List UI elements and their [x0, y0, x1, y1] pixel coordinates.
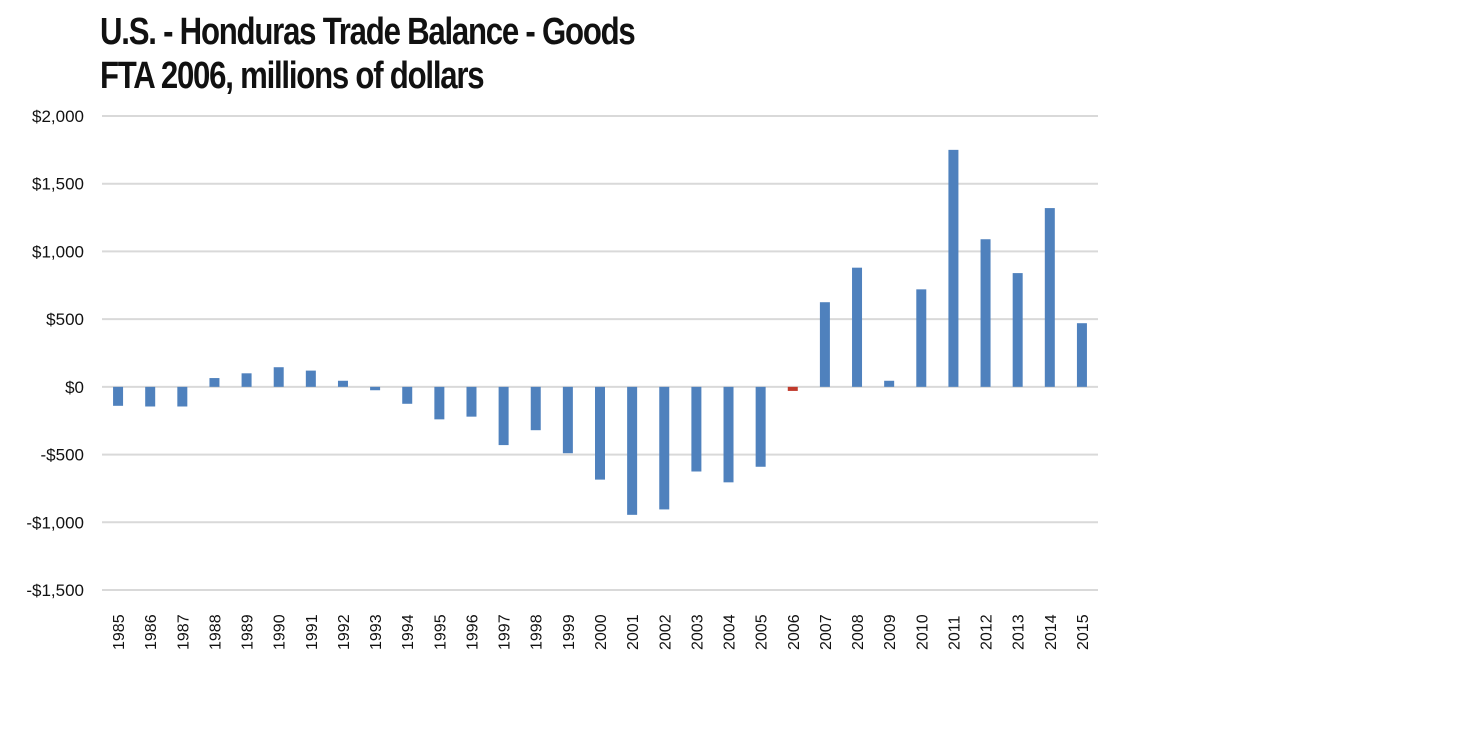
bar-1995 [434, 386, 445, 420]
x-tick-label: 2013 [1011, 614, 1028, 650]
x-tick-label: 1985 [111, 614, 128, 650]
bar-2000 [595, 386, 605, 480]
bar-1985 [113, 386, 124, 406]
y-tick-label: $1,000 [32, 242, 84, 261]
chart-title: U.S. - Honduras Trade Balance - Goods [100, 11, 636, 53]
bar-2008 [852, 267, 863, 387]
bar-1994 [402, 386, 413, 404]
bar-2010 [916, 289, 927, 387]
x-tick-label: 2004 [722, 614, 739, 650]
x-tick-label: 1989 [240, 614, 257, 650]
bar-2015 [1076, 323, 1087, 387]
x-tick-label: 2009 [882, 614, 899, 650]
y-tick-label: $500 [46, 310, 84, 329]
bar-1998 [530, 386, 541, 431]
x-tick-label: 1999 [561, 614, 578, 650]
bar-1990 [273, 367, 284, 387]
x-tick-label: 2001 [625, 614, 642, 650]
chart-title-block: U.S. - Honduras Trade Balance - Goods FT… [100, 10, 636, 98]
x-tick-label: 2007 [818, 614, 835, 650]
y-tick-label: $1,500 [32, 175, 84, 194]
x-tick-label: 1996 [464, 614, 481, 650]
bar-2004 [723, 386, 734, 483]
x-tick-label: 1990 [272, 614, 289, 650]
bar-1989 [241, 373, 252, 387]
x-tick-label: 2014 [1043, 614, 1060, 650]
bar-2013 [1012, 273, 1023, 387]
y-tick-label: $0 [65, 378, 84, 397]
bar-2009 [884, 380, 895, 387]
x-axis: 1985 1986 1987 1988 1989 1990 1991 1992 1993 1994… [111, 614, 1092, 650]
y-tick-label: -$500 [41, 446, 84, 465]
x-tick-label: 2012 [979, 614, 996, 650]
x-tick-label: 1991 [304, 614, 321, 650]
y-tick-label: $2,000 [32, 107, 84, 126]
bar-2012 [980, 239, 991, 387]
bar-1997 [498, 386, 509, 446]
bar-1992 [337, 380, 348, 387]
bar-1999 [562, 386, 573, 454]
bar-1993 [370, 386, 381, 391]
bar-2002 [659, 386, 670, 510]
bar-2005 [755, 386, 766, 467]
gridlines [102, 115, 1098, 591]
bar-1991 [305, 370, 316, 387]
x-tick-label: 1997 [497, 614, 514, 650]
bar-2006 [787, 386, 798, 391]
bar-1986 [145, 386, 156, 407]
bar-2001 [627, 386, 638, 515]
y-tick-label: -$1,000 [26, 513, 84, 532]
bar-1987 [177, 386, 188, 407]
x-tick-label: 1998 [529, 614, 546, 650]
x-tick-label: 2000 [593, 614, 610, 650]
x-tick-label: 2005 [754, 614, 771, 650]
x-tick-label: 1994 [400, 614, 417, 650]
chart-subtitle: FTA 2006, millions of dollars [100, 55, 485, 97]
bar-1996 [466, 386, 477, 417]
x-tick-label: 2015 [1075, 614, 1092, 650]
bars [113, 149, 1087, 515]
x-tick-label: 2008 [850, 614, 867, 650]
bar-2014 [1044, 208, 1055, 387]
x-tick-label: 2011 [946, 615, 963, 650]
x-tick-label: 1986 [143, 614, 160, 650]
x-tick-label: 2002 [657, 614, 674, 650]
bar-2003 [691, 386, 702, 472]
x-tick-label: 2010 [914, 614, 931, 650]
y-tick-label: -$1,500 [26, 581, 84, 600]
x-tick-label: 2003 [689, 614, 706, 650]
bar-2007 [819, 302, 830, 387]
x-tick-label: 1992 [336, 614, 353, 650]
x-tick-label: 1988 [207, 614, 224, 650]
bar-2011 [948, 149, 959, 387]
bar-1988 [209, 378, 220, 387]
x-tick-label: 1993 [368, 614, 385, 650]
x-tick-label: 1995 [432, 614, 449, 650]
x-tick-label: 2006 [786, 614, 803, 650]
x-tick-label: 1987 [175, 614, 192, 650]
y-axis: $2,000 $1,500 $1,000 $500 $0 -$500 -$1,000 -$1,… [26, 107, 84, 600]
